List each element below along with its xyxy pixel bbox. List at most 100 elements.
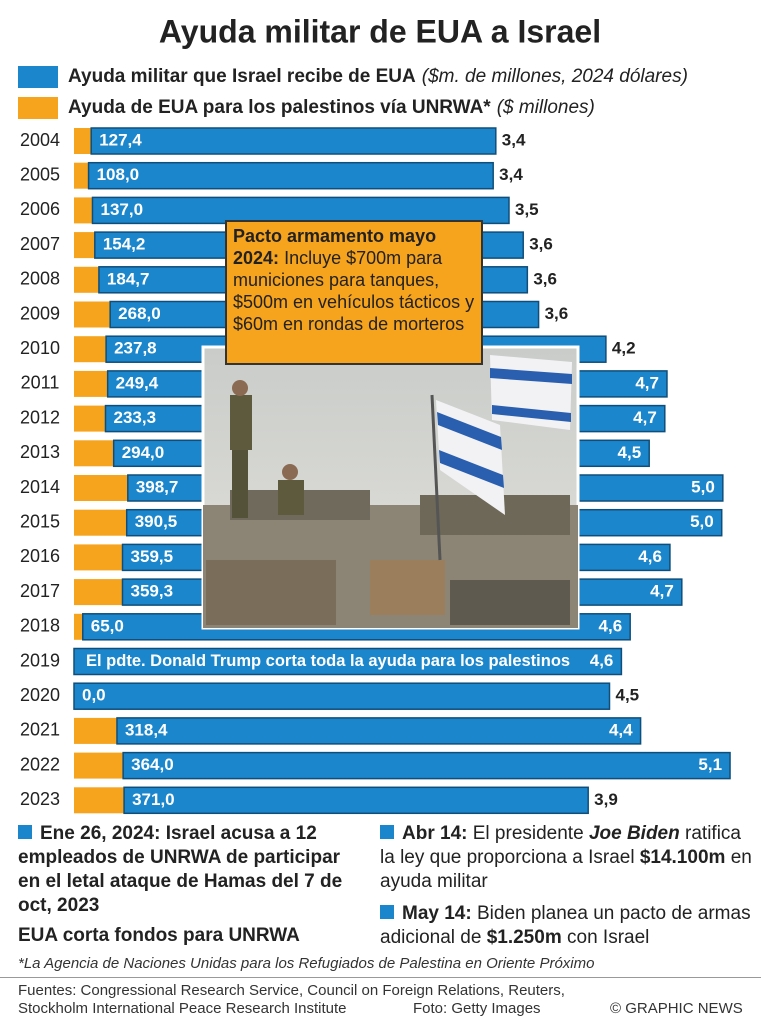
unrwa-value-label: 184,7 bbox=[107, 269, 150, 288]
military-value-label: 5,0 bbox=[690, 512, 714, 531]
bar-unrwa bbox=[74, 301, 111, 328]
note-amount: $1.250m bbox=[486, 927, 562, 948]
bar-military bbox=[91, 196, 510, 225]
legend-unit: ($m. de millones, 2024 dólares) bbox=[422, 66, 688, 87]
military-value-label: 3,6 bbox=[533, 269, 557, 288]
legend-label: Ayuda de EUA para los palestinos vía UNR… bbox=[68, 97, 595, 118]
bar-unrwa bbox=[74, 197, 93, 224]
military-value-label: 3,4 bbox=[499, 165, 523, 184]
y-tick-label: 2011 bbox=[21, 373, 60, 393]
bar-military bbox=[87, 161, 494, 190]
bar-annotation: El pdte. Donald Trump corta toda la ayud… bbox=[86, 652, 570, 670]
bar-military bbox=[90, 127, 497, 155]
chart-title: Ayuda militar de EUA a Israel bbox=[159, 13, 601, 49]
unrwa-value-label: 137,0 bbox=[100, 200, 143, 219]
y-tick-label: 2023 bbox=[20, 789, 60, 809]
photo bbox=[201, 345, 580, 630]
military-value-label: 4,4 bbox=[609, 720, 633, 739]
military-value-label: 4,7 bbox=[650, 582, 674, 601]
callout: Pacto armamento mayo 2024: Incluye $700m… bbox=[225, 220, 483, 365]
y-tick-label: 2017 bbox=[20, 581, 60, 601]
y-tick-label: 2021 bbox=[20, 720, 60, 740]
y-tick-label: 2013 bbox=[20, 442, 60, 462]
military-value-label: 4,6 bbox=[638, 547, 662, 566]
bar-unrwa bbox=[74, 544, 123, 571]
unrwa-value-label: 65,0 bbox=[91, 616, 124, 635]
copyright: © GRAPHIC NEWS bbox=[610, 1000, 743, 1017]
military-value-label: 4,6 bbox=[590, 651, 614, 670]
unrwa-value-label: 390,5 bbox=[135, 512, 178, 531]
legend-name: Ayuda de EUA para los palestinos vía UNR… bbox=[68, 97, 491, 118]
bar-unrwa bbox=[74, 405, 106, 432]
bar-unrwa bbox=[74, 266, 99, 293]
note-headline: EUA corta fondos para UNRWA bbox=[18, 925, 300, 946]
military-value-label: 4,6 bbox=[599, 616, 623, 635]
bar-unrwa bbox=[74, 717, 117, 744]
note-text: Israel acusa a 12 empleados de UNRWA de … bbox=[18, 823, 343, 916]
bar-unrwa bbox=[74, 128, 92, 154]
bar-unrwa bbox=[74, 336, 107, 363]
unrwa-value-label: 359,5 bbox=[131, 547, 174, 566]
callout-text: Incluye $700m para municiones para tanqu… bbox=[233, 248, 475, 334]
note-right: Abr 14: El presidente Joe Biden ratifica… bbox=[380, 822, 752, 950]
bar-military bbox=[122, 751, 731, 780]
legend-name: Ayuda militar que Israel recibe de EUA bbox=[68, 66, 416, 87]
military-value-label: 4,5 bbox=[616, 686, 640, 705]
legend-swatch bbox=[18, 97, 58, 119]
legend-unit: ($ millones) bbox=[497, 97, 595, 118]
note-text: El presidente bbox=[472, 823, 584, 844]
bar-unrwa bbox=[74, 370, 108, 397]
unrwa-value-label: 127,4 bbox=[99, 130, 142, 149]
note-amount: $14.100m bbox=[639, 847, 726, 868]
unrwa-value-label: 249,4 bbox=[116, 373, 159, 392]
note-text: en ayuda militar bbox=[380, 847, 752, 892]
unrwa-value-label: 154,2 bbox=[103, 235, 146, 254]
bar-military bbox=[73, 682, 611, 710]
military-value-label: 3,5 bbox=[515, 200, 539, 219]
military-value-label: 4,7 bbox=[635, 373, 659, 392]
note-text: Biden planea un pacto de armas adicional… bbox=[380, 903, 751, 948]
note-text: con Israel bbox=[567, 927, 650, 948]
y-tick-label: 2005 bbox=[20, 164, 60, 184]
y-tick-label: 2019 bbox=[20, 650, 60, 670]
y-tick-label: 2022 bbox=[20, 754, 60, 774]
military-value-label: 4,5 bbox=[618, 443, 642, 462]
y-tick-label: 2015 bbox=[20, 511, 60, 531]
unrwa-value-label: 371,0 bbox=[132, 790, 175, 809]
unrwa-value-label: 268,0 bbox=[118, 304, 161, 323]
military-value-label: 3,4 bbox=[502, 130, 526, 149]
y-tick-label: 2008 bbox=[20, 269, 60, 289]
bar-military bbox=[116, 717, 642, 745]
legend-swatch bbox=[18, 66, 58, 88]
bar-unrwa bbox=[74, 232, 95, 259]
footnote: *La Agencia de Naciones Unidas para los … bbox=[18, 955, 595, 972]
unrwa-value-label: 359,3 bbox=[131, 582, 174, 601]
military-value-label: 4,2 bbox=[612, 339, 636, 358]
military-value-label: 5,1 bbox=[698, 755, 722, 774]
unrwa-value-label: 0,0 bbox=[82, 686, 106, 705]
bar-unrwa bbox=[74, 440, 114, 467]
unrwa-value-label: 364,0 bbox=[131, 755, 174, 774]
y-tick-label: 2004 bbox=[20, 130, 60, 150]
y-tick-label: 2010 bbox=[20, 338, 60, 358]
chart: Ayuda militar de EUA a Israel Ayuda mili… bbox=[18, 13, 731, 815]
bar-unrwa bbox=[74, 509, 127, 536]
note-left: Ene 26, 2024: Israel acusa a 12 empleado… bbox=[18, 822, 358, 948]
unrwa-value-label: 237,8 bbox=[114, 339, 157, 358]
unrwa-value-label: 108,0 bbox=[97, 165, 140, 184]
military-value-label: 3,6 bbox=[529, 235, 553, 254]
military-value-label: 3,9 bbox=[594, 790, 618, 809]
military-value-label: 3,6 bbox=[545, 304, 569, 323]
bar-military bbox=[123, 786, 589, 815]
y-tick-label: 2020 bbox=[20, 685, 60, 705]
note-date: Ene 26, 2024: bbox=[40, 823, 161, 844]
y-tick-label: 2016 bbox=[20, 546, 60, 566]
bar-unrwa bbox=[74, 475, 128, 501]
y-tick-label: 2007 bbox=[20, 234, 60, 254]
y-tick-label: 2009 bbox=[20, 303, 60, 323]
y-tick-label: 2018 bbox=[20, 616, 60, 636]
unrwa-value-label: 233,3 bbox=[113, 408, 156, 427]
unrwa-value-label: 294,0 bbox=[122, 443, 165, 462]
note-name: Joe Biden bbox=[588, 823, 680, 844]
